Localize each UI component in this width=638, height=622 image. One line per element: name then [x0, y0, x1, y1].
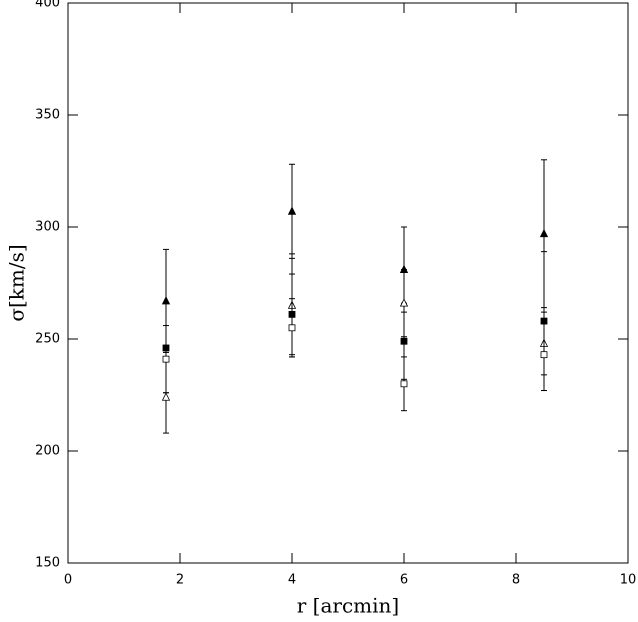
point [539, 228, 549, 238]
y-tick-label: 150 [35, 556, 60, 571]
point [161, 392, 171, 401]
x-axis-title: r [arcmin] [297, 594, 399, 618]
x-tick-label: 6 [400, 573, 408, 588]
plot-frame [67, 2, 629, 564]
x-tick-label: 2 [176, 573, 184, 588]
point [399, 298, 409, 307]
y-tick-label: 300 [35, 220, 60, 235]
x-tick-label: 4 [288, 573, 296, 588]
x-tick-label: 8 [512, 573, 520, 588]
point [287, 206, 297, 215]
y-tick-label: 350 [35, 108, 60, 123]
point [540, 351, 548, 359]
y-tick-label: 400 [35, 0, 60, 11]
x-tick-label: 0 [64, 573, 72, 588]
y-tick-label: 250 [35, 332, 60, 347]
point [400, 380, 408, 388]
y-axis-title: σ[km/s] [5, 244, 29, 321]
point [400, 337, 408, 345]
point [288, 324, 296, 332]
y-tick-label: 200 [35, 444, 60, 459]
x-tick-label: 10 [620, 573, 637, 588]
point [162, 355, 170, 363]
